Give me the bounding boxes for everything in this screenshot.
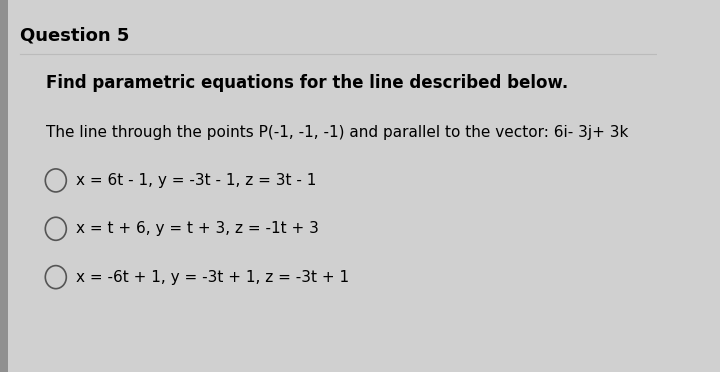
Text: x = 6t - 1, y = -3t - 1, z = 3t - 1: x = 6t - 1, y = -3t - 1, z = 3t - 1 xyxy=(76,173,316,188)
Text: The line through the points P(-1, -1, -1) and parallel to the vector: 6i- 3j+ 3k: The line through the points P(-1, -1, -1… xyxy=(46,125,629,140)
Text: Find parametric equations for the line described below.: Find parametric equations for the line d… xyxy=(46,74,568,92)
Text: x = -6t + 1, y = -3t + 1, z = -3t + 1: x = -6t + 1, y = -3t + 1, z = -3t + 1 xyxy=(76,270,348,285)
Bar xyxy=(0,0,8,372)
Text: x = t + 6, y = t + 3, z = -1t + 3: x = t + 6, y = t + 3, z = -1t + 3 xyxy=(76,221,318,236)
Text: Question 5: Question 5 xyxy=(19,26,129,44)
